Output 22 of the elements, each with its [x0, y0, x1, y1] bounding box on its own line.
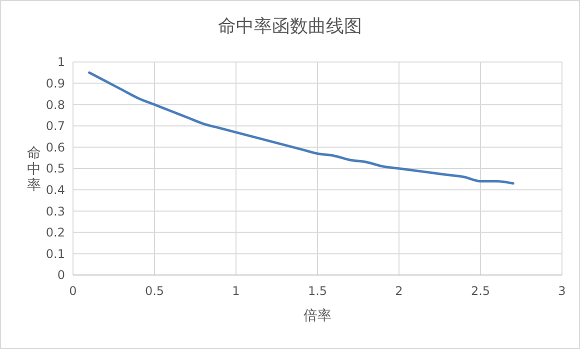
y-tick-label: 0.2	[46, 226, 65, 240]
y-tick-label: 0.9	[46, 76, 65, 90]
y-tick-label: 0.3	[46, 204, 65, 218]
y-tick-label: 0.4	[46, 183, 65, 197]
y-tick-label: 0	[57, 268, 65, 282]
y-tick-label: 0.7	[46, 119, 65, 134]
y-tick-label: 0.1	[46, 246, 65, 261]
y-tick-label: 0.5	[46, 162, 65, 176]
y-tick-label: 0.6	[46, 140, 65, 154]
chart-title: 命中率函数曲线图	[218, 16, 362, 37]
y-tick-label: 0.8	[46, 98, 65, 112]
x-tick-label: 1	[232, 284, 240, 298]
y-tick-label: 1	[57, 55, 65, 70]
x-tick-label: 2	[395, 284, 403, 298]
line-series	[88, 71, 514, 185]
x-tick-label: 0.5	[144, 284, 164, 298]
x-tick-label: 0	[69, 284, 77, 298]
x-tick-label: 3	[558, 284, 566, 298]
y-axis-title: 命中率	[27, 145, 41, 194]
x-tick-label: 1.5	[308, 284, 328, 298]
x-axis-title: 倍率	[304, 308, 332, 324]
x-tick-label: 2.5	[470, 284, 490, 298]
